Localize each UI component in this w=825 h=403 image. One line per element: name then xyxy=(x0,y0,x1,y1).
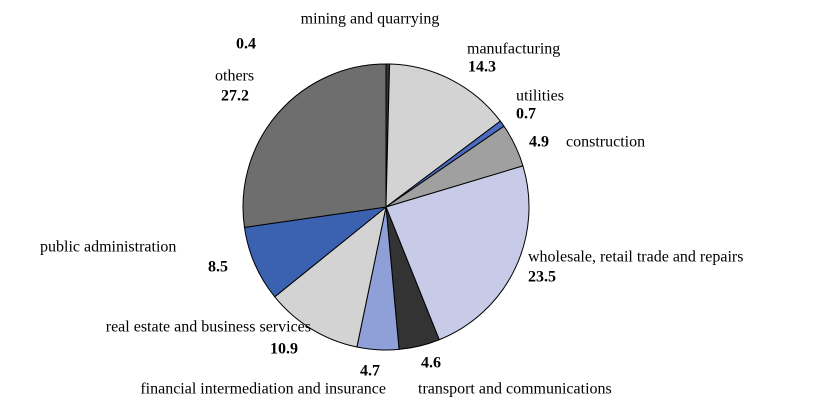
slice-label: others xyxy=(215,68,254,85)
value-label: 23.5 xyxy=(528,269,556,286)
value-label: 4.7 xyxy=(360,363,380,380)
slice-label: transport and communications xyxy=(418,381,612,398)
slice-label: public administration xyxy=(40,239,176,256)
value-label: 0.7 xyxy=(516,106,536,123)
slice-label: construction xyxy=(566,134,645,151)
value-label: 10.9 xyxy=(270,341,298,358)
pie-slice xyxy=(274,205,387,348)
slice-label: real estate and business services xyxy=(106,319,311,336)
slice-label: financial intermediation and insurance xyxy=(140,381,386,398)
value-label: 27.2 xyxy=(221,88,249,105)
slice-label: manufacturing xyxy=(467,41,560,58)
value-label: 4.6 xyxy=(421,355,441,372)
slice-label: wholesale, retail trade and repairs xyxy=(528,249,743,266)
value-label: 8.5 xyxy=(208,259,228,276)
slice-label: utilities xyxy=(516,88,564,105)
pie-slice xyxy=(385,165,530,341)
slice-label: mining and quarrying xyxy=(301,11,440,28)
value-label: 0.4 xyxy=(236,36,256,53)
value-label: 4.9 xyxy=(529,134,549,151)
value-label: 14.3 xyxy=(468,59,496,76)
pie-slice xyxy=(242,63,387,228)
pie-slice xyxy=(385,63,502,209)
